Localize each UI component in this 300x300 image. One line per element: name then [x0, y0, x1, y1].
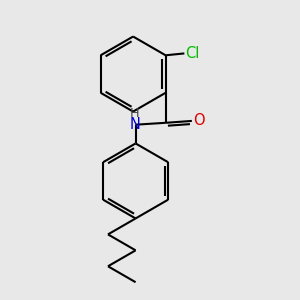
Text: Cl: Cl [185, 46, 200, 61]
Text: N: N [129, 117, 140, 132]
Text: O: O [193, 113, 204, 128]
Text: H: H [130, 107, 140, 120]
